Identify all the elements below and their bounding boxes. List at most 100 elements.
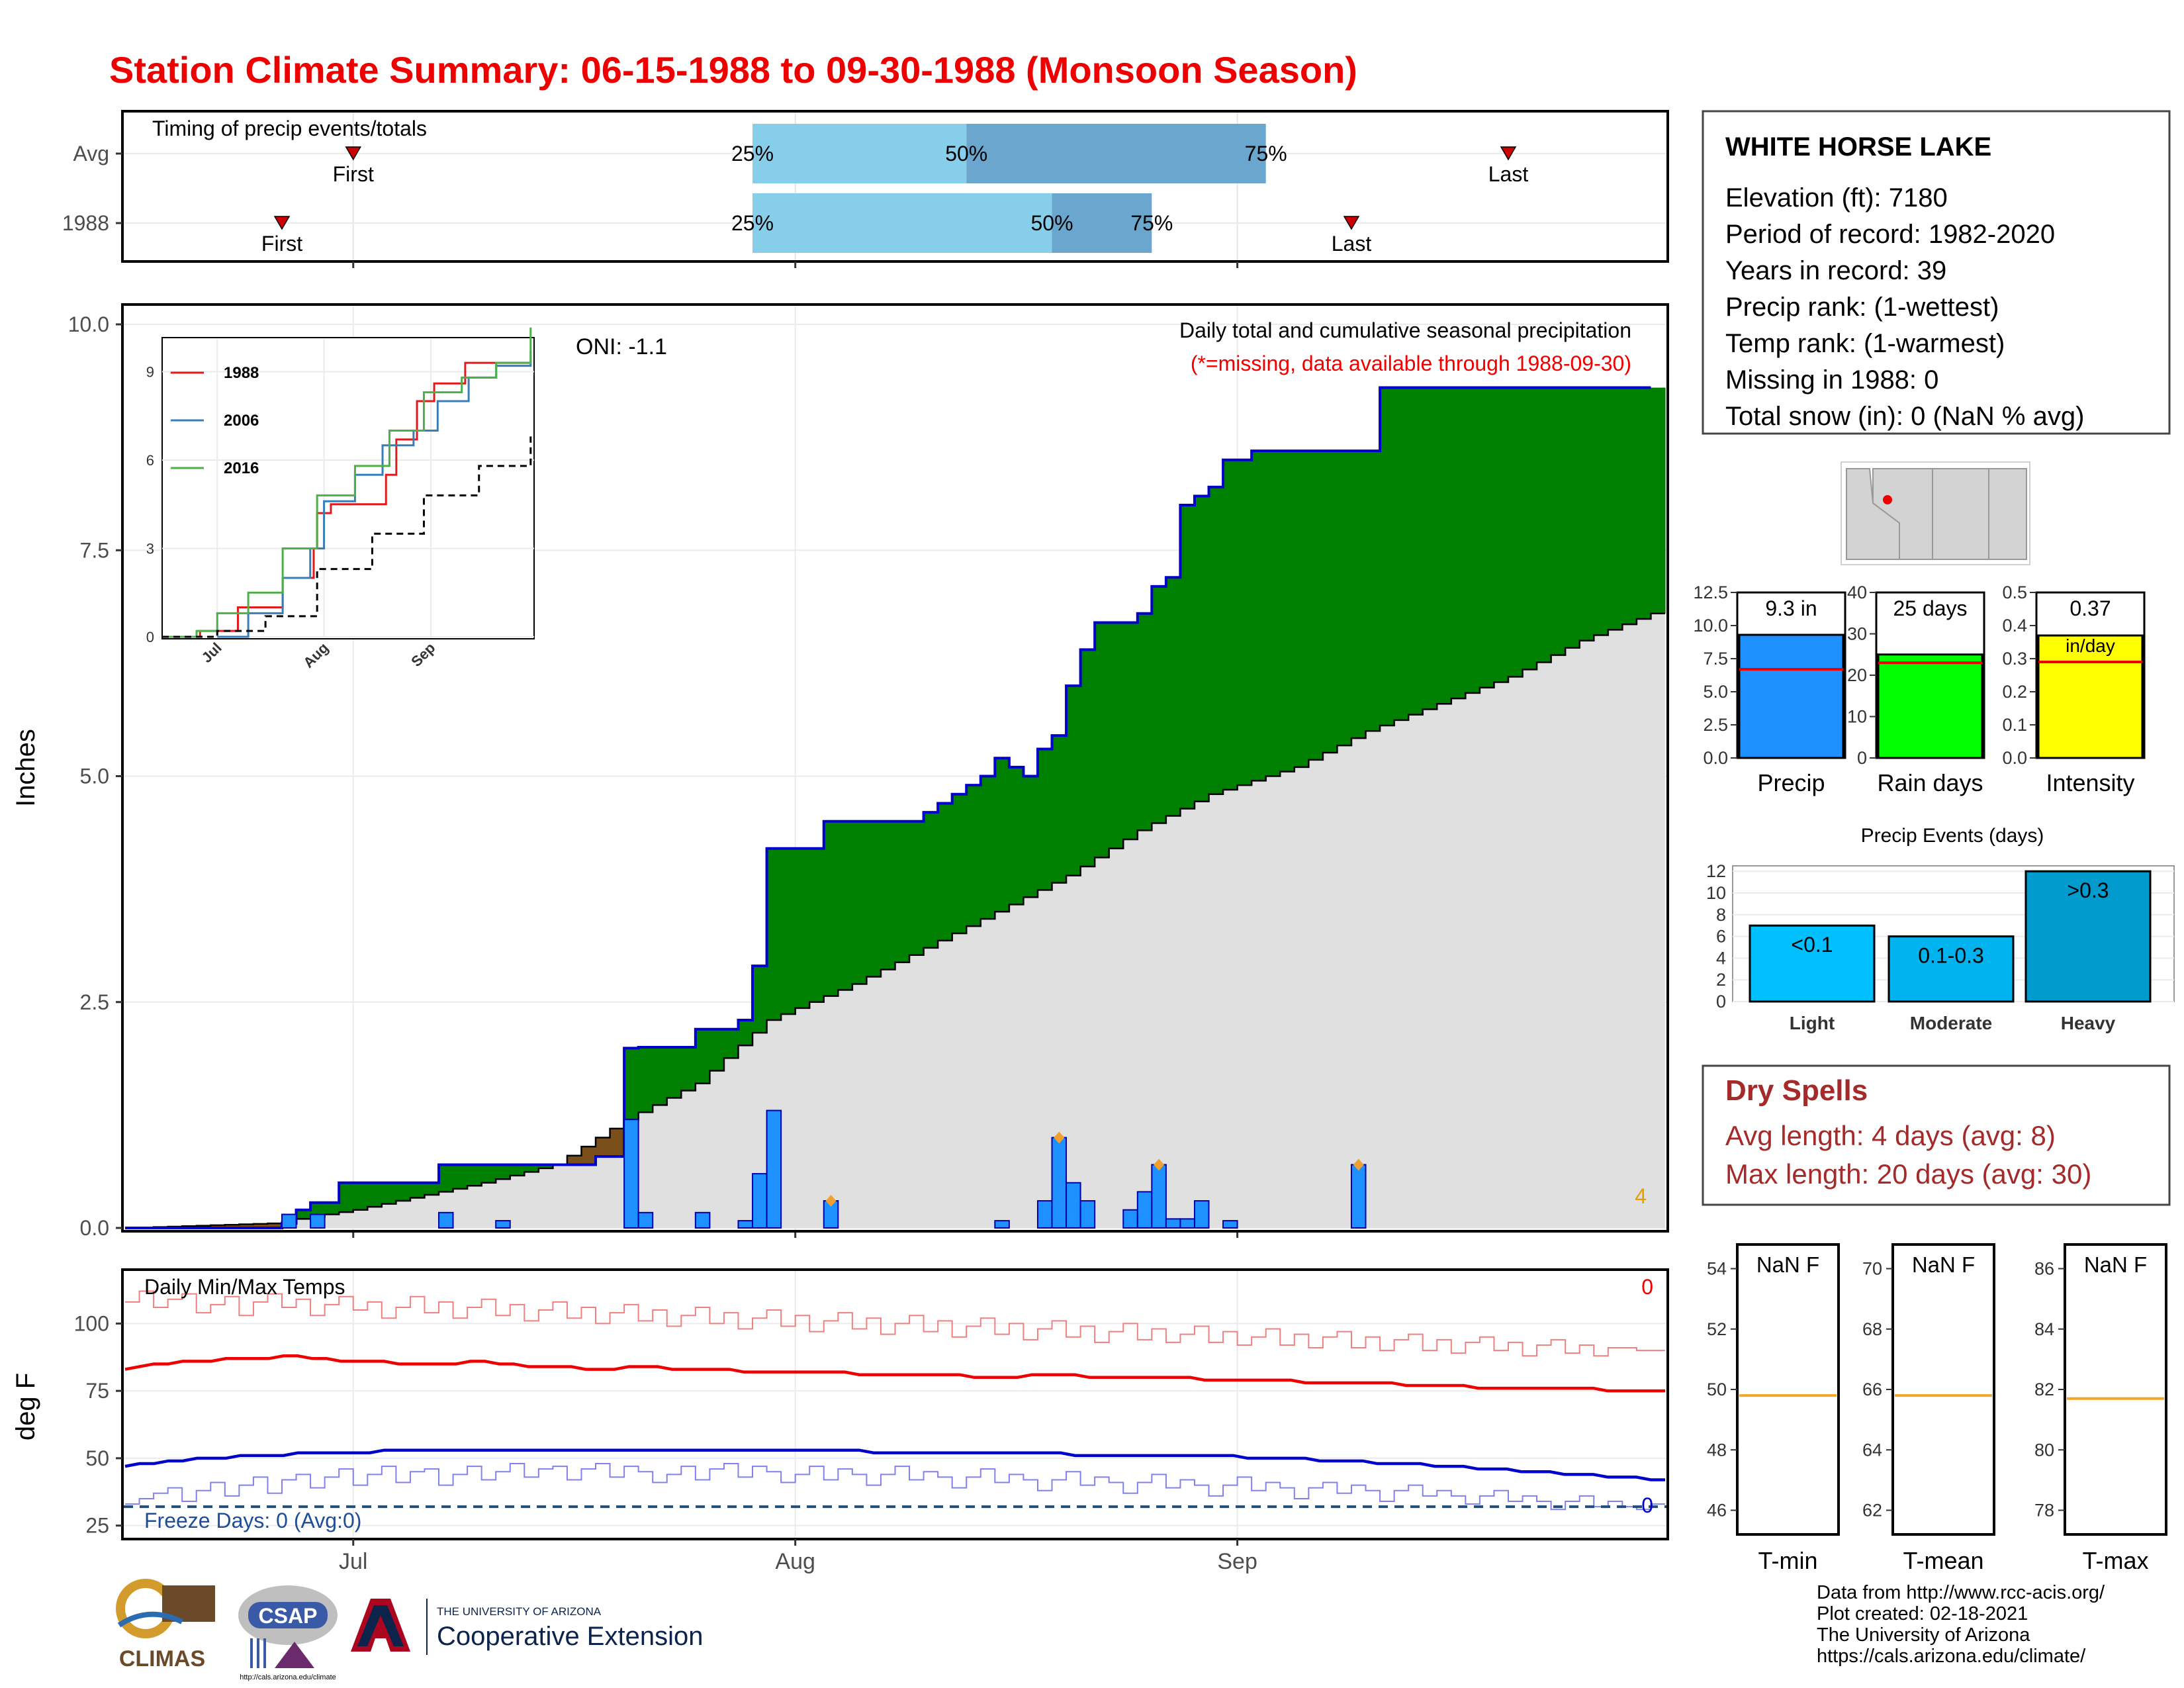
- inset-lines: [162, 327, 532, 638]
- surplus-area: [1351, 451, 1367, 739]
- timing-iqr-high-bar: [966, 124, 1266, 183]
- daily-precip-bar: [1193, 1200, 1210, 1229]
- temp-bar-tick-label: 46: [1707, 1501, 1727, 1521]
- surplus-area: [424, 1182, 439, 1195]
- daily-precip-bar: [1079, 1200, 1096, 1229]
- surplus-area: [709, 1029, 725, 1071]
- precip-y-axis: 0.0 2.5 5.0 7.5 10.0: [68, 312, 122, 1240]
- surplus-area: [866, 821, 882, 977]
- surplus-area: [1137, 613, 1152, 831]
- surplus-area: [1437, 387, 1452, 704]
- temp-bar-tick-label: 78: [2034, 1501, 2054, 1521]
- summary-bar-tick-label: 0.3: [2002, 649, 2027, 669]
- summary-bar-tick-label: 2.5: [1703, 715, 1728, 735]
- events-bar-label: <0.1: [1791, 933, 1833, 957]
- summary-bar-tick-label: 30: [1847, 624, 1867, 644]
- timing-iqr-high-bar: [1052, 193, 1152, 253]
- daily-precip-bar: [994, 1220, 1010, 1229]
- deficit-area: [210, 1225, 226, 1228]
- credit-line: The University of Arizona: [1817, 1624, 2030, 1646]
- surplus-area: [1294, 451, 1309, 767]
- deficit-area: [224, 1225, 240, 1228]
- daily-min-temp-line: [125, 1463, 1665, 1511]
- precip-subtitle: Daily total and cumulative seasonal prec…: [1179, 318, 1631, 342]
- surplus-area: [1066, 686, 1081, 876]
- events-bar: [2025, 870, 2152, 1003]
- station-info-frame: [1702, 110, 2171, 435]
- surplus-area: [1479, 387, 1495, 688]
- surplus-area: [410, 1182, 426, 1198]
- daily-precip-bar: [637, 1211, 654, 1229]
- summary-bar-tick-label: 5.0: [1703, 682, 1728, 702]
- summary-bars: 0.0 2.5 5.0 7.5 10.0 12.5 9.3 in Precip 0 10 20 30 4…: [1693, 583, 2146, 796]
- surplus-area: [1380, 387, 1395, 726]
- month-label: Jul: [339, 1549, 367, 1574]
- surplus-area: [1237, 459, 1252, 786]
- logo-strip: CLIMAS CSAP http://cals.arizona.edu/clim…: [109, 1579, 771, 1685]
- summary-bar-tick-label: 0.5: [2002, 583, 2027, 602]
- surplus-area: [1465, 387, 1480, 693]
- events-category-label: Heavy: [2061, 1013, 2116, 1033]
- temp-bar-tick-label: 80: [2034, 1440, 2054, 1460]
- summary-bar-tick-label: 0.0: [1703, 748, 1728, 768]
- inset-y-tick-label: 6: [146, 452, 154, 469]
- climas-wave-shape: [117, 1611, 183, 1628]
- events-y-tick-label: 2: [1716, 970, 1726, 990]
- summary-bar-label: Rain days: [1877, 769, 1983, 796]
- temp-bar-value: NaN F: [1756, 1252, 1819, 1277]
- temperature-panel: 25 50 75 100 Jul Aug Sep deg F Daily Min/Max …: [11, 1268, 1669, 1574]
- station-name: WHITE HORSE LAKE: [1725, 132, 1991, 162]
- deficit-area: [596, 1137, 611, 1157]
- precip-y-tick-label: 5.0: [80, 765, 109, 788]
- temp-bar-value: NaN F: [2084, 1252, 2147, 1277]
- station-detail-line: Precip rank: (1-wettest): [1725, 293, 1999, 322]
- surplus-area: [966, 785, 981, 927]
- summary-bar-tick-label: 0.4: [2002, 616, 2027, 635]
- timing-q50-label: 50%: [1030, 211, 1073, 235]
- surplus-area: [1636, 387, 1652, 619]
- surplus-area: [666, 1047, 682, 1098]
- daily-precip-bar: [1036, 1200, 1053, 1229]
- temp-y-tick-label: 100: [74, 1311, 109, 1335]
- surplus-area: [1009, 767, 1024, 905]
- credit-line: Plot created: 02-18-2021: [1817, 1603, 2028, 1624]
- credit-line: https://cals.arizona.edu/climate/: [1817, 1646, 2086, 1667]
- csap-logo: CSAP http://cals.arizona.edu/climate: [238, 1585, 338, 1681]
- summary-bar-tick-label: 12.5: [1693, 583, 1728, 602]
- surplus-area: [1394, 387, 1409, 720]
- station-info: WHITE HORSE LAKE Elevation (ft): 7180 Per…: [1702, 110, 2171, 435]
- temp-bar-tick-label: 68: [1862, 1319, 1882, 1339]
- daily-precip-bar: [623, 1119, 639, 1229]
- csap-url: http://cals.arizona.edu/climate: [240, 1673, 336, 1681]
- csap-wordmark: CSAP: [259, 1604, 318, 1628]
- temp-y-tick-label: 75: [85, 1379, 109, 1403]
- surplus-area: [752, 966, 768, 1033]
- surplus-area: [381, 1182, 396, 1204]
- events-category-label: Light: [1790, 1013, 1835, 1033]
- surplus-area: [1052, 735, 1067, 883]
- ua-a-inner-shape: [357, 1605, 404, 1646]
- timing-row-label: Avg: [73, 142, 109, 165]
- inset-frame: [161, 337, 535, 639]
- temp-bar-tick-label: 52: [1707, 1319, 1727, 1339]
- cumulative-average-line: [125, 612, 1665, 1229]
- temp-bar-tick-label: 48: [1707, 1440, 1727, 1460]
- events-bar-label: >0.3: [2067, 878, 2109, 902]
- surplus-area: [1622, 387, 1637, 625]
- surplus-area: [809, 848, 825, 1002]
- surplus-area: [938, 803, 953, 941]
- surplus-area: [1165, 577, 1181, 816]
- surplus-area: [823, 821, 839, 996]
- daily-precip-bar: [281, 1213, 297, 1229]
- surplus-area: [353, 1182, 368, 1210]
- timing-q50-label: 50%: [945, 142, 987, 165]
- events-y-tick-label: 10: [1706, 883, 1726, 903]
- events-title: Precip Events (days): [1861, 825, 2044, 847]
- temp-y-tick-label: 25: [85, 1514, 109, 1538]
- surplus-area: [1408, 387, 1424, 715]
- csap-bars-shape: [250, 1638, 266, 1668]
- timing-panel: Timing of precip events/totals Avg 25% 50%…: [62, 110, 1669, 268]
- summary-bar-tick-label: 0: [1857, 748, 1867, 768]
- station-detail-line: Years in record: 39: [1725, 256, 1946, 285]
- temp-bar-frame: [2064, 1243, 2167, 1536]
